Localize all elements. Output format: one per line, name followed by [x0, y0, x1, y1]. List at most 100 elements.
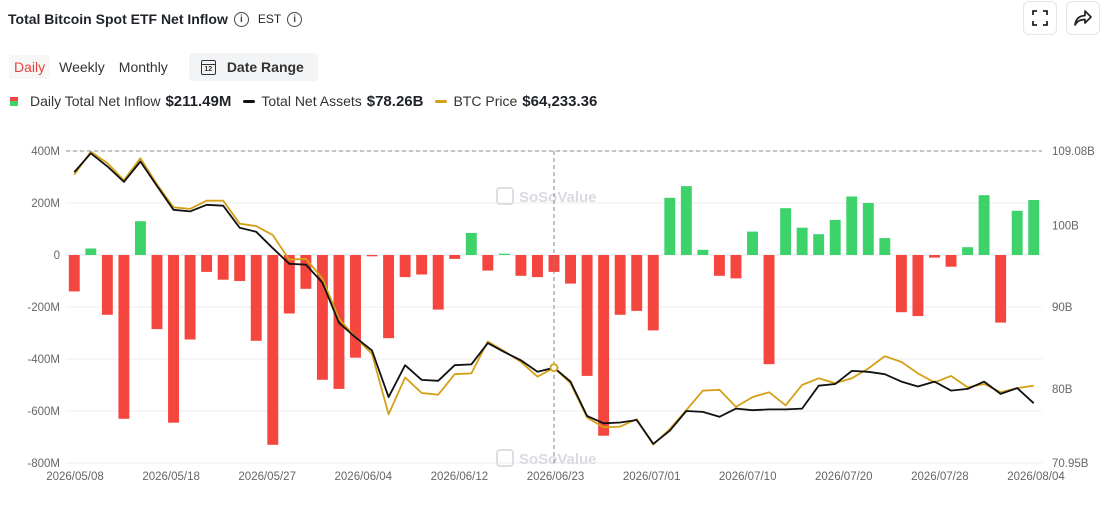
y-tick-label: 200M: [31, 198, 60, 210]
inflow-bar[interactable]: [962, 247, 974, 255]
inflow-bar[interactable]: [713, 255, 725, 276]
inflow-bar[interactable]: [829, 219, 841, 255]
chart-title: Total Bitcoin Spot ETF Net Inflow: [8, 11, 228, 27]
inflow-bar[interactable]: [895, 255, 907, 313]
legend-label: Total Net Assets: [261, 93, 362, 109]
tab-daily[interactable]: Daily: [9, 55, 51, 79]
inflow-bar[interactable]: [250, 255, 262, 341]
x-tick-label: 2026/06/04: [335, 471, 393, 483]
inflow-bar[interactable]: [995, 255, 1007, 323]
tab-monthly[interactable]: Monthly: [118, 59, 168, 75]
inflow-bar[interactable]: [531, 255, 543, 278]
watermark-text: SoSoValue: [519, 189, 597, 206]
legend-value: $64,233.36: [522, 92, 598, 110]
inflow-bar[interactable]: [515, 255, 527, 276]
y2-tick-label: 80B: [1052, 384, 1073, 396]
inflow-bar[interactable]: [978, 195, 990, 255]
inflow-bar[interactable]: [101, 255, 113, 315]
share-icon: [1074, 10, 1092, 26]
inflow-bar[interactable]: [664, 197, 676, 255]
x-tick-label: 2026/05/18: [142, 471, 200, 483]
inflow-bar[interactable]: [1028, 200, 1040, 255]
inflow-bar[interactable]: [929, 255, 940, 258]
share-button[interactable]: [1066, 1, 1100, 35]
inflow-bar[interactable]: [614, 255, 626, 315]
inflow-bar[interactable]: [945, 255, 957, 267]
inflow-bar[interactable]: [432, 255, 444, 310]
inflow-bar[interactable]: [581, 255, 593, 376]
inflow-bar[interactable]: [465, 232, 477, 255]
inflow-bar[interactable]: [234, 255, 246, 281]
bar-swatch-icon: [10, 96, 18, 106]
inflow-bar[interactable]: [747, 231, 758, 255]
date-range-button[interactable]: 12 Date Range: [188, 53, 318, 81]
inflow-bar[interactable]: [168, 255, 179, 423]
inflow-bar[interactable]: [201, 255, 213, 272]
y2-tick-label: 100B: [1052, 220, 1079, 232]
y-tick-label: -600M: [27, 406, 60, 418]
inflow-bar[interactable]: [912, 255, 924, 317]
inflow-bar[interactable]: [631, 255, 643, 311]
timezone-info-icon[interactable]: i: [287, 11, 303, 27]
inflow-bar[interactable]: [416, 255, 428, 275]
inflow-bar[interactable]: [399, 255, 411, 278]
inflow-bar[interactable]: [647, 255, 659, 331]
inflow-bar[interactable]: [85, 248, 97, 256]
inflow-bar[interactable]: [350, 255, 361, 358]
watermark-logo-icon: [496, 187, 514, 205]
inflow-bar[interactable]: [697, 249, 709, 255]
legend-item-price[interactable]: BTC Price $64,233.36: [435, 93, 597, 110]
inflow-bar[interactable]: [217, 255, 229, 280]
inflow-bar[interactable]: [763, 255, 775, 365]
y2-tick-label: 70.95B: [1052, 458, 1089, 470]
inflow-bar[interactable]: [267, 255, 279, 445]
inflow-bar[interactable]: [598, 255, 610, 436]
inflow-bar[interactable]: [482, 255, 494, 271]
line-swatch-icon: [435, 99, 448, 103]
inflow-bar[interactable]: [879, 238, 891, 255]
tab-weekly[interactable]: Weekly: [59, 59, 105, 75]
fullscreen-button[interactable]: [1023, 1, 1057, 35]
crosshair: [66, 150, 1042, 463]
inflow-bar[interactable]: [680, 186, 692, 255]
inflow-bar[interactable]: [813, 234, 825, 255]
inflow-bar[interactable]: [1011, 210, 1023, 255]
legend-item-inflow[interactable]: Daily Total Net Inflow $211.49M: [10, 93, 231, 110]
inflow-bar[interactable]: [118, 255, 130, 419]
x-tick-label: 2026/06/12: [431, 471, 489, 483]
y2-tick-label: 109.08B: [1052, 146, 1095, 158]
inflow-bar[interactable]: [366, 255, 378, 257]
y-tick-label: 0: [54, 250, 60, 262]
inflow-bar[interactable]: [184, 255, 196, 340]
inflow-bar[interactable]: [151, 255, 163, 330]
x-tick-label: 2026/07/28: [911, 471, 969, 483]
x-tick-label: 2026/07/10: [719, 471, 777, 483]
inflow-bar[interactable]: [449, 255, 461, 259]
axes: 400M 200M 0 -200M -400M -600M -800M 109.08B 100B…: [27, 146, 1095, 483]
x-tick-label: 2026/07/20: [815, 471, 873, 483]
inflow-bar[interactable]: [316, 255, 328, 380]
timezone-label: EST: [257, 12, 282, 26]
inflow-bar[interactable]: [283, 255, 295, 314]
chart-header: Total Bitcoin Spot ETF Net Inflow i EST …: [8, 6, 303, 32]
inflow-bar[interactable]: [383, 255, 395, 339]
legend-item-assets[interactable]: Total Net Assets $78.26B: [243, 93, 423, 110]
inflow-bar[interactable]: [565, 255, 577, 284]
inflow-bar[interactable]: [300, 255, 312, 289]
watermark-text: SoSoValue: [519, 451, 597, 468]
x-tick-label: 2026/05/08: [46, 471, 104, 483]
inflow-bar[interactable]: [134, 221, 146, 255]
inflow-bar[interactable]: [796, 227, 808, 255]
y-tick-label: -800M: [27, 458, 60, 470]
inflow-bar[interactable]: [498, 253, 510, 255]
period-tabs: Daily Weekly Monthly 12 Date Range: [9, 53, 318, 81]
legend-label: Daily Total Net Inflow: [30, 93, 161, 109]
inflow-bar[interactable]: [780, 208, 792, 255]
info-icon[interactable]: i: [233, 11, 249, 27]
inflow-bar[interactable]: [68, 255, 80, 292]
y2-tick-label: 90B: [1052, 302, 1073, 314]
inflow-bar[interactable]: [730, 255, 742, 279]
inflow-bar[interactable]: [862, 203, 874, 255]
inflow-bar[interactable]: [846, 196, 858, 256]
